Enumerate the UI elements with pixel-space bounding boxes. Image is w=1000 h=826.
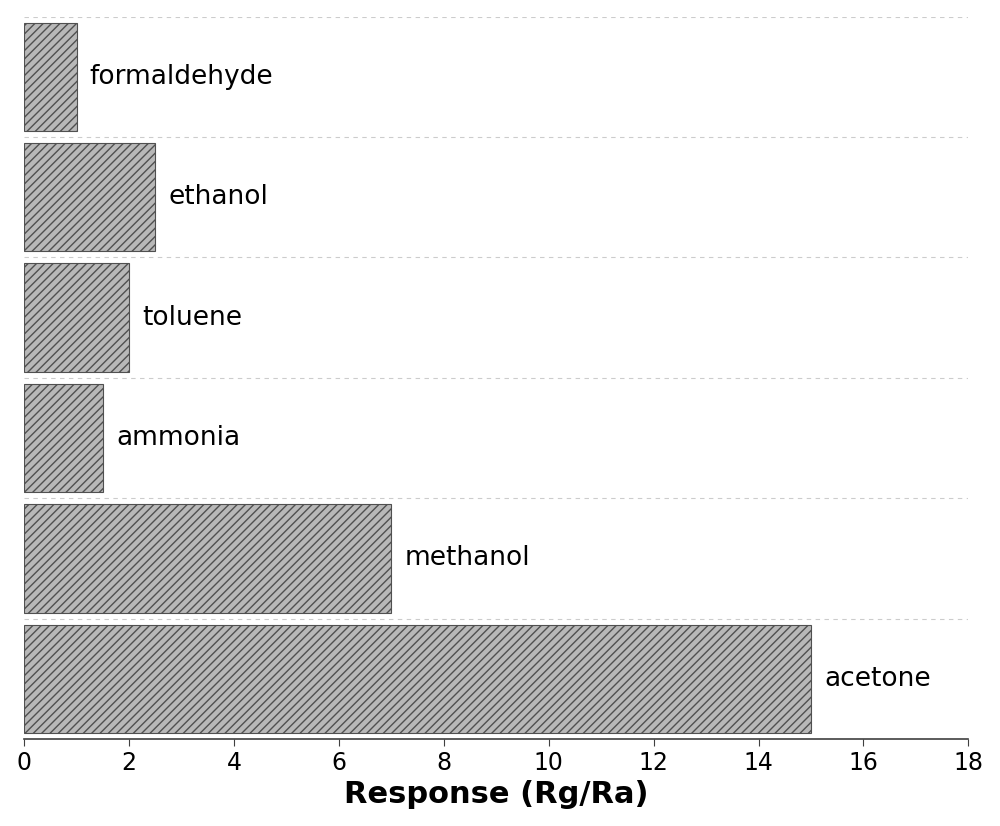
X-axis label: Response (Rg/Ra): Response (Rg/Ra) (344, 781, 649, 809)
Bar (24, 384, 103, 492)
Text: formaldehyde: formaldehyde (90, 64, 273, 90)
Bar (24, 22, 77, 131)
Text: methanol: methanol (404, 545, 530, 572)
Text: toluene: toluene (142, 305, 242, 330)
Text: ammonia: ammonia (116, 425, 240, 451)
Bar (24, 624, 811, 733)
Text: acetone: acetone (824, 666, 931, 692)
Text: ethanol: ethanol (168, 184, 268, 211)
Bar (24, 143, 155, 251)
Bar (24, 504, 391, 613)
Bar (24, 263, 129, 372)
